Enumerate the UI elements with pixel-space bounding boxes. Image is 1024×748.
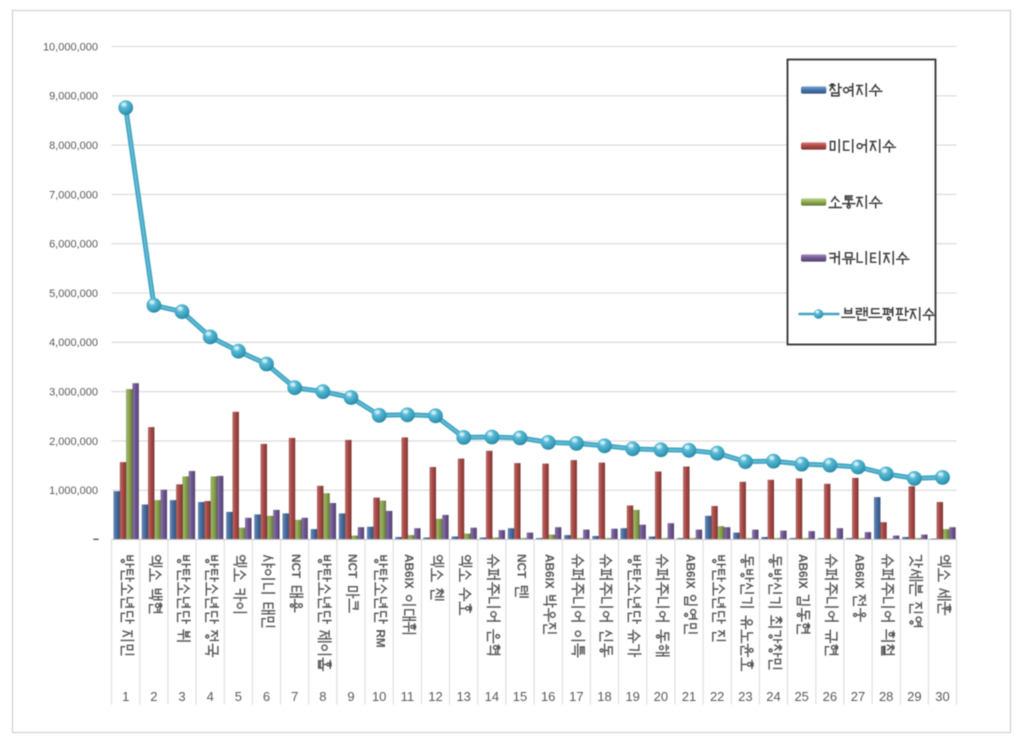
svg-text:26: 26: [823, 689, 837, 704]
svg-text:9: 9: [347, 689, 354, 704]
svg-text:11: 11: [401, 689, 415, 704]
svg-text:1,000,000: 1,000,000: [49, 485, 98, 497]
svg-text:22: 22: [710, 689, 724, 704]
svg-text:12: 12: [428, 689, 442, 704]
svg-text:RM: RM: [374, 629, 388, 648]
svg-text:13: 13: [456, 689, 470, 704]
svg-text:10: 10: [372, 689, 386, 704]
svg-text:30: 30: [935, 689, 949, 704]
svg-text:14: 14: [485, 689, 499, 704]
svg-text:7,000,000: 7,000,000: [49, 189, 98, 201]
svg-text:4: 4: [207, 689, 214, 704]
svg-text:AB6IX: AB6IX: [853, 554, 867, 589]
svg-text:AB6IX: AB6IX: [402, 554, 416, 589]
svg-text:6,000,000: 6,000,000: [49, 239, 98, 251]
svg-text:AB6IX: AB6IX: [543, 554, 557, 589]
svg-text:6: 6: [263, 689, 270, 704]
svg-text:AB6IX: AB6IX: [796, 554, 810, 589]
svg-text:18: 18: [597, 689, 611, 704]
svg-text:19: 19: [625, 689, 639, 704]
svg-text:5: 5: [235, 689, 242, 704]
svg-text:8,000,000: 8,000,000: [49, 140, 98, 152]
svg-text:17: 17: [569, 689, 583, 704]
svg-text:4,000,000: 4,000,000: [49, 337, 98, 349]
svg-text:3,000,000: 3,000,000: [49, 387, 98, 399]
svg-text:15: 15: [513, 689, 527, 704]
svg-text:28: 28: [879, 689, 893, 704]
svg-text:NCT: NCT: [515, 554, 529, 579]
svg-text:1: 1: [122, 689, 129, 704]
svg-text:24: 24: [766, 689, 780, 704]
svg-text:16: 16: [541, 689, 555, 704]
svg-text:9,000,000: 9,000,000: [49, 91, 98, 103]
svg-text:2: 2: [150, 689, 157, 704]
svg-text:29: 29: [907, 689, 921, 704]
svg-text:NCT: NCT: [289, 554, 303, 579]
svg-text:NCT: NCT: [346, 554, 360, 579]
svg-text:8: 8: [319, 689, 326, 704]
svg-text:27: 27: [851, 689, 865, 704]
svg-text:AB6IX: AB6IX: [684, 554, 698, 589]
svg-text:3: 3: [178, 689, 185, 704]
svg-text:10,000,000: 10,000,000: [43, 41, 98, 53]
svg-text:25: 25: [794, 689, 808, 704]
svg-text:21: 21: [682, 689, 696, 704]
svg-text:5,000,000: 5,000,000: [49, 288, 98, 300]
svg-text:7: 7: [291, 689, 298, 704]
svg-text:2,000,000: 2,000,000: [49, 436, 98, 448]
svg-text:20: 20: [654, 689, 668, 704]
svg-text:23: 23: [738, 689, 752, 704]
